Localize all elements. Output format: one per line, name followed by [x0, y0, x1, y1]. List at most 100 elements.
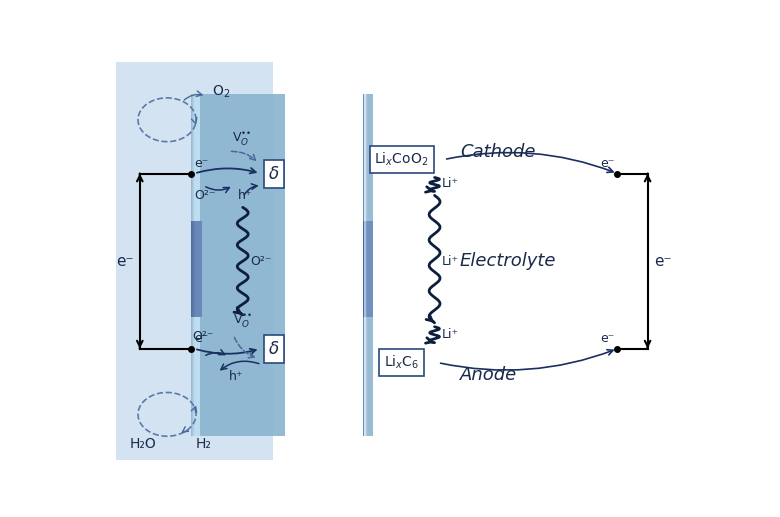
Bar: [365, 94, 370, 436]
Bar: [366, 94, 371, 436]
Text: H₂O: H₂O: [129, 437, 156, 451]
Bar: [367, 221, 372, 317]
Bar: [364, 94, 370, 436]
Bar: [194, 94, 199, 436]
Bar: [363, 221, 369, 317]
Bar: [363, 94, 369, 436]
Bar: [367, 221, 372, 317]
Bar: [192, 94, 197, 436]
Bar: [367, 221, 372, 317]
Bar: [193, 94, 198, 436]
Bar: [193, 94, 198, 436]
Bar: [365, 221, 370, 317]
Bar: [193, 94, 198, 436]
Text: Li⁺: Li⁺: [441, 328, 459, 341]
Bar: [367, 94, 372, 436]
Bar: [192, 94, 197, 436]
Bar: [193, 94, 197, 436]
Bar: [194, 94, 200, 436]
Bar: [364, 94, 370, 436]
Bar: [367, 221, 372, 317]
Bar: [365, 221, 370, 317]
Text: O²⁻: O²⁻: [194, 189, 216, 202]
Bar: [364, 94, 370, 436]
Text: h⁺: h⁺: [238, 189, 253, 202]
Bar: [195, 94, 200, 436]
Bar: [365, 221, 370, 317]
Bar: [366, 94, 371, 436]
Bar: [365, 221, 370, 317]
Text: e⁻: e⁻: [600, 157, 615, 170]
Bar: [363, 221, 369, 317]
Bar: [365, 94, 370, 436]
Bar: [193, 221, 199, 317]
Bar: [115, 62, 273, 460]
Bar: [191, 221, 197, 317]
Text: Li$_x$C$_6$: Li$_x$C$_6$: [384, 354, 419, 371]
Bar: [364, 94, 370, 436]
Bar: [367, 94, 373, 436]
Text: O²⁻: O²⁻: [193, 330, 214, 343]
Text: O²⁻: O²⁻: [250, 254, 271, 268]
Text: H₂: H₂: [195, 437, 211, 451]
Bar: [364, 221, 370, 317]
Bar: [367, 221, 372, 317]
Bar: [193, 94, 197, 436]
Bar: [366, 94, 371, 436]
Bar: [367, 94, 372, 436]
Bar: [366, 94, 371, 436]
Bar: [192, 221, 198, 317]
Text: e⁻: e⁻: [116, 253, 133, 269]
Bar: [363, 94, 369, 436]
Bar: [366, 221, 371, 317]
Bar: [364, 94, 370, 436]
Bar: [367, 221, 373, 317]
Bar: [364, 221, 370, 317]
Bar: [194, 221, 200, 317]
Bar: [365, 94, 370, 436]
Bar: [366, 221, 371, 317]
Bar: [191, 221, 197, 317]
Bar: [192, 94, 197, 436]
Bar: [367, 94, 372, 436]
Bar: [366, 94, 371, 436]
Text: e⁻: e⁻: [194, 157, 208, 170]
Bar: [367, 94, 373, 436]
Bar: [192, 94, 197, 436]
Bar: [365, 221, 370, 317]
Bar: [194, 221, 200, 317]
Bar: [366, 221, 371, 317]
Bar: [363, 94, 369, 436]
Bar: [365, 221, 370, 317]
Text: e⁻: e⁻: [654, 253, 672, 269]
Bar: [367, 94, 373, 436]
Bar: [366, 94, 371, 436]
Bar: [367, 94, 372, 436]
Bar: [367, 94, 373, 436]
Text: Li⁺: Li⁺: [441, 254, 459, 268]
Text: Li$_x$CoO$_2$: Li$_x$CoO$_2$: [374, 151, 429, 168]
Text: Electrolyte: Electrolyte: [460, 252, 556, 270]
Bar: [364, 221, 370, 317]
Text: V$_O^{••}$: V$_O^{••}$: [233, 312, 253, 329]
Bar: [367, 221, 372, 317]
Text: e⁻: e⁻: [600, 332, 615, 345]
Bar: [367, 221, 373, 317]
Bar: [193, 221, 199, 317]
Bar: [191, 94, 285, 436]
Bar: [367, 94, 372, 436]
Bar: [193, 94, 197, 436]
Bar: [192, 94, 197, 436]
Bar: [192, 94, 197, 436]
Bar: [193, 221, 200, 317]
Bar: [367, 221, 373, 317]
Bar: [193, 221, 198, 317]
Bar: [363, 94, 369, 436]
Bar: [193, 221, 199, 317]
Bar: [367, 221, 372, 317]
Bar: [364, 94, 370, 436]
Bar: [367, 94, 372, 436]
Bar: [364, 221, 370, 317]
Bar: [367, 94, 372, 436]
Bar: [367, 94, 373, 436]
